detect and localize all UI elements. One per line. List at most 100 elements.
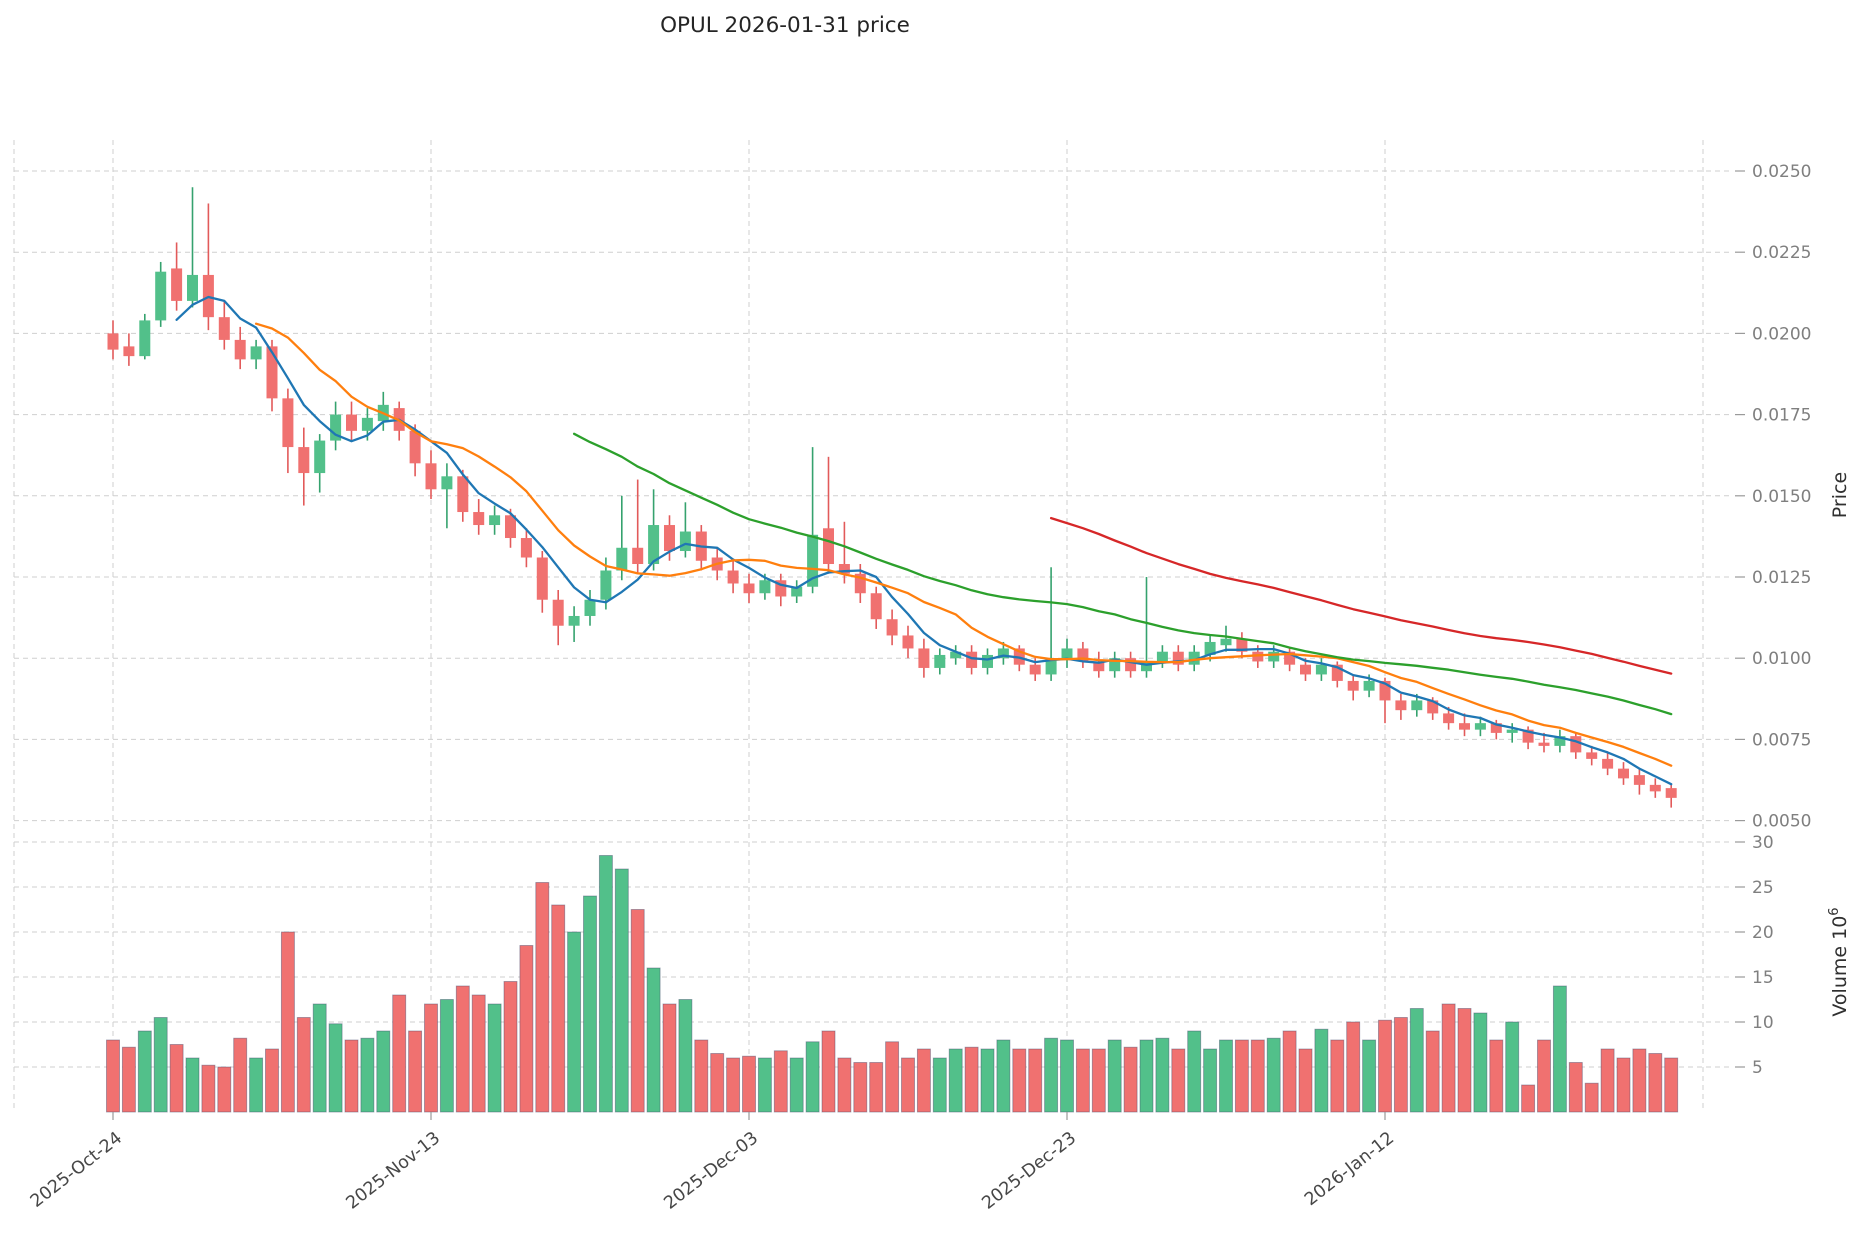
candle-body <box>1379 680 1391 701</box>
candle-body <box>679 531 691 552</box>
volume-bar <box>1250 1039 1265 1113</box>
volume-bar <box>567 931 582 1113</box>
candle-body <box>1363 680 1375 691</box>
ma-line-5 <box>175 295 1673 786</box>
volume-bar <box>519 945 534 1113</box>
volume-bar <box>932 1057 947 1113</box>
candle-body <box>536 557 548 600</box>
candle-body <box>234 339 246 360</box>
volume-bar <box>137 1030 152 1113</box>
candle-body <box>1315 664 1327 675</box>
price-axis-label: Price <box>1829 472 1851 518</box>
volume-bar <box>1298 1048 1313 1113</box>
volume-bar <box>1091 1048 1106 1113</box>
volume-bar <box>233 1037 248 1113</box>
candle-body <box>854 573 866 594</box>
volume-axis-label: Volume 106 <box>1827 907 1851 1016</box>
volume-bar <box>742 1055 756 1113</box>
volume-bar <box>153 1017 168 1113</box>
volume-bar <box>280 931 295 1113</box>
date-tick-label: 2026-Jan-12 <box>1301 1128 1398 1210</box>
volume-bar <box>948 1048 963 1113</box>
candle-body <box>568 615 580 626</box>
candle-body <box>1045 658 1057 675</box>
candle-body <box>1236 638 1248 652</box>
candle-body <box>791 586 803 597</box>
candle-body <box>187 274 198 301</box>
candle-body <box>1172 651 1184 665</box>
volume-bar <box>885 1041 900 1113</box>
candle-body <box>934 654 946 668</box>
candle-body <box>139 320 151 357</box>
volume-bar <box>1521 1084 1536 1113</box>
candle-body <box>314 440 326 474</box>
volume-tick-label: 20 <box>1752 923 1774 943</box>
candle-body <box>616 547 628 571</box>
candle-body <box>997 648 1009 659</box>
volume-bar <box>1457 1008 1472 1113</box>
candle-body <box>171 268 183 301</box>
volume-bar <box>1362 1039 1377 1113</box>
volume-bar <box>1282 1030 1297 1113</box>
candle-body <box>1474 723 1486 730</box>
candle-body <box>870 593 882 620</box>
date-tick-label: 2025-Dec-23 <box>978 1128 1080 1214</box>
candle-body <box>743 583 755 594</box>
candle-body <box>346 414 357 431</box>
volume-bar <box>1060 1039 1074 1113</box>
candle-body <box>1649 784 1661 792</box>
volume-bar <box>424 1003 438 1113</box>
volume-bar <box>1393 1017 1408 1113</box>
volume-bar <box>964 1046 979 1113</box>
volume-bar <box>1378 1019 1392 1113</box>
volume-bar <box>439 999 454 1113</box>
candle-body <box>648 525 660 565</box>
candle-body <box>1204 641 1216 655</box>
volume-bar <box>535 882 550 1113</box>
candle-body <box>775 580 787 597</box>
volume-bar <box>1473 1012 1488 1113</box>
volume-bar <box>773 1050 788 1113</box>
price-tick-label: 0.0075 <box>1752 730 1811 750</box>
ma-line-30 <box>572 432 1673 716</box>
candle-body <box>107 333 119 350</box>
volume-axis-label-exponent: 6 <box>1827 907 1842 915</box>
candle-body <box>1061 648 1073 659</box>
candle-body <box>298 447 310 474</box>
volume-bar <box>1441 1003 1456 1113</box>
candle-body <box>1156 651 1168 662</box>
candle-body <box>950 651 962 659</box>
candle-body <box>1077 648 1089 662</box>
volume-bar <box>980 1048 995 1113</box>
price-tick-label: 0.0200 <box>1752 324 1811 344</box>
candle-body <box>473 512 485 526</box>
volume-bar <box>710 1053 725 1113</box>
price-tick-label: 0.0250 <box>1752 162 1811 182</box>
candle-body <box>1490 723 1502 733</box>
volume-bar <box>328 1023 343 1113</box>
candle-body <box>330 414 342 441</box>
volume-bar <box>344 1039 359 1113</box>
volume-bar <box>1187 1030 1202 1113</box>
candle-body <box>520 538 532 558</box>
price-tick-label: 0.0125 <box>1752 568 1811 588</box>
volume-bar <box>1028 1048 1043 1113</box>
candle-body <box>1141 661 1152 672</box>
ma-line-60 <box>1049 516 1673 675</box>
candle-body <box>1029 664 1041 675</box>
volume-bar <box>757 1057 772 1113</box>
volume-bar <box>1012 1048 1027 1113</box>
volume-bar <box>1664 1057 1679 1113</box>
volume-bar <box>551 904 566 1113</box>
candle-body <box>823 528 834 565</box>
candle-body <box>1347 680 1359 691</box>
volume-bar <box>1409 1008 1424 1113</box>
candle-body <box>1220 638 1232 646</box>
volume-bar <box>694 1039 709 1113</box>
volume-bar <box>598 855 613 1113</box>
candle-body <box>838 564 850 574</box>
candle-body <box>1395 700 1407 711</box>
volume-bar <box>901 1057 915 1113</box>
candle-body <box>1522 729 1534 743</box>
